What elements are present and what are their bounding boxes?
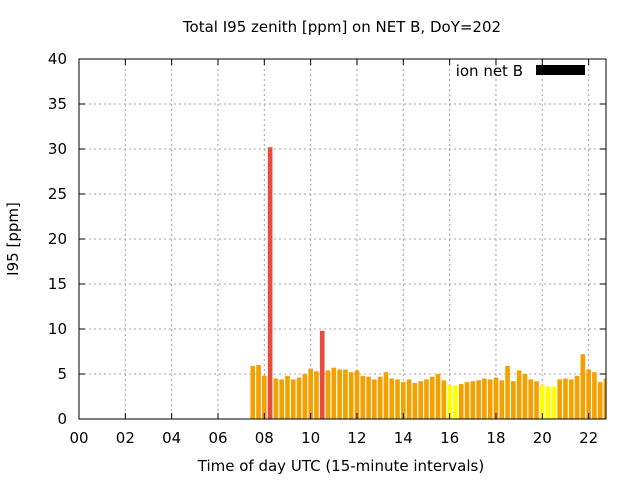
x-tick-label: 04 [162, 429, 181, 447]
bar [488, 379, 493, 419]
bar [355, 370, 360, 419]
bar [360, 376, 365, 419]
bar [320, 331, 325, 419]
x-tick-label: 02 [116, 429, 135, 447]
x-tick-label: 08 [255, 429, 274, 447]
bar [418, 381, 423, 419]
chart-title: Total I95 zenith [ppm] on NET B, DoY=202 [182, 18, 501, 36]
bar [413, 383, 418, 419]
chart: 0 5 10 15 20 25 30 35 40 00 02 04 06 08 10 12 14 16 18 20 22… [0, 0, 640, 480]
bar [349, 372, 354, 419]
bar [314, 371, 319, 419]
x-tick-label: 22 [579, 429, 598, 447]
bar [459, 384, 464, 419]
bar [465, 382, 470, 419]
bar [326, 370, 331, 419]
bar [303, 374, 308, 419]
bar [308, 369, 313, 419]
bar [337, 370, 342, 420]
bar [395, 379, 400, 419]
bar [598, 382, 603, 419]
bar [563, 379, 568, 420]
bar [528, 379, 533, 419]
bar [343, 370, 348, 420]
bar [384, 372, 389, 419]
bar [592, 372, 597, 419]
bar [291, 379, 296, 419]
bar [442, 380, 447, 419]
bar [389, 379, 394, 420]
y-tick-label: 5 [57, 365, 67, 383]
bar [453, 386, 458, 419]
x-tick-label: 16 [440, 429, 459, 447]
bar [470, 381, 475, 419]
x-tick-label: 20 [533, 429, 552, 447]
y-tick-label: 15 [48, 275, 67, 293]
y-tick-label: 10 [48, 320, 67, 338]
bar [494, 378, 499, 419]
y-axis-title: I95 [ppm] [4, 202, 22, 276]
bar [546, 387, 551, 419]
bar [331, 368, 336, 419]
bar [575, 376, 580, 419]
bar [250, 366, 255, 419]
x-tick-label: 06 [208, 429, 227, 447]
bar [372, 379, 377, 419]
bar [499, 380, 504, 419]
bar [436, 374, 441, 419]
plot-frame [79, 59, 606, 419]
bar [366, 377, 371, 419]
bar [297, 378, 302, 419]
bar [505, 366, 510, 419]
bar [552, 387, 557, 419]
x-tick-label: 10 [301, 429, 320, 447]
bar [557, 379, 562, 419]
bar [424, 379, 429, 419]
y-tick-label: 30 [48, 140, 67, 158]
bar [534, 381, 539, 419]
bar [285, 376, 290, 419]
bar [407, 379, 412, 419]
bar [268, 147, 273, 419]
x-tick-label: 14 [394, 429, 413, 447]
bar [581, 354, 586, 419]
legend-swatch [536, 65, 585, 75]
x-tick-label: 00 [69, 429, 88, 447]
bar [586, 370, 591, 420]
x-tick-label: 18 [486, 429, 505, 447]
y-tick-label: 20 [48, 230, 67, 248]
y-tick-label: 35 [48, 95, 67, 113]
bar [476, 380, 481, 419]
bar [378, 377, 383, 419]
bar [511, 381, 516, 419]
y-tick-label: 25 [48, 185, 67, 203]
x-axis-title: Time of day UTC (15-minute intervals) [197, 457, 484, 475]
bar [482, 379, 487, 420]
bar [430, 377, 435, 419]
bar [569, 379, 574, 419]
bar [517, 370, 522, 419]
bar [279, 379, 284, 419]
legend: ion net B [456, 62, 585, 80]
bar [256, 365, 261, 419]
bar [274, 379, 279, 420]
bar [262, 376, 267, 419]
bars [250, 147, 606, 419]
y-tick-label: 0 [57, 410, 67, 428]
chart-svg: 0 5 10 15 20 25 30 35 40 00 02 04 06 08 10 12 14 16 18 20 22… [0, 0, 640, 480]
ticks [79, 59, 606, 419]
grid [79, 59, 606, 419]
legend-label: ion net B [456, 62, 523, 80]
y-tick-label: 40 [48, 50, 67, 68]
bar [523, 374, 528, 419]
x-tick-label: 12 [347, 429, 366, 447]
